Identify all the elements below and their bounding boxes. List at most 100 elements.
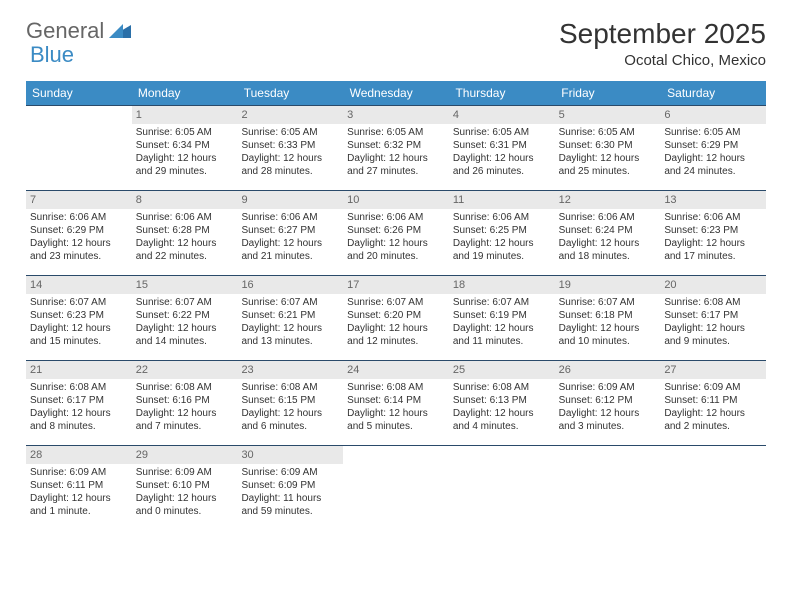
month-title: September 2025 xyxy=(559,18,766,50)
sunset-text: Sunset: 6:19 PM xyxy=(453,309,551,322)
day-cell: 1Sunrise: 6:05 AMSunset: 6:34 PMDaylight… xyxy=(132,106,238,190)
day-content: Sunrise: 6:05 AMSunset: 6:31 PMDaylight:… xyxy=(449,124,555,182)
sunrise-text: Sunrise: 6:08 AM xyxy=(136,381,234,394)
sunset-text: Sunset: 6:14 PM xyxy=(347,394,445,407)
weekday-header: Thursday xyxy=(449,81,555,105)
daylight-text: Daylight: 12 hours and 5 minutes. xyxy=(347,407,445,433)
day-cell: 29Sunrise: 6:09 AMSunset: 6:10 PMDayligh… xyxy=(132,446,238,530)
day-number: 3 xyxy=(343,106,449,124)
day-number: 22 xyxy=(132,361,238,379)
daylight-text: Daylight: 12 hours and 20 minutes. xyxy=(347,237,445,263)
sunrise-text: Sunrise: 6:05 AM xyxy=(241,126,339,139)
day-cell: 3Sunrise: 6:05 AMSunset: 6:32 PMDaylight… xyxy=(343,106,449,190)
day-number: 4 xyxy=(449,106,555,124)
day-cell: 10Sunrise: 6:06 AMSunset: 6:26 PMDayligh… xyxy=(343,191,449,275)
day-content: Sunrise: 6:08 AMSunset: 6:13 PMDaylight:… xyxy=(449,379,555,437)
day-content: Sunrise: 6:07 AMSunset: 6:23 PMDaylight:… xyxy=(26,294,132,352)
sunset-text: Sunset: 6:17 PM xyxy=(30,394,128,407)
header: General September 2025 Ocotal Chico, Mex… xyxy=(26,18,766,69)
day-cell: 6 Sunrise: 6:05 AMSunset: 6:29 PMDaylight… xyxy=(660,106,766,190)
day-content: Sunrise: 6:08 AMSunset: 6:14 PMDaylight:… xyxy=(343,379,449,437)
weeks-container: 1Sunrise: 6:05 AMSunset: 6:34 PMDaylight… xyxy=(26,105,766,530)
daylight-text: Daylight: 12 hours and 24 minutes. xyxy=(664,152,762,178)
day-cell: 11Sunrise: 6:06 AMSunset: 6:25 PMDayligh… xyxy=(449,191,555,275)
logo-text-1: General xyxy=(26,18,104,44)
sunset-text: Sunset: 6:22 PM xyxy=(136,309,234,322)
daylight-text: Daylight: 12 hours and 12 minutes. xyxy=(347,322,445,348)
day-content: Sunrise: 6:07 AMSunset: 6:19 PMDaylight:… xyxy=(449,294,555,352)
sunset-text: Sunset: 6:18 PM xyxy=(559,309,657,322)
sunrise-text: Sunrise: 6:08 AM xyxy=(664,296,762,309)
daylight-text: Daylight: 12 hours and 2 minutes. xyxy=(664,407,762,433)
day-number: 17 xyxy=(343,276,449,294)
sunset-text: Sunset: 6:24 PM xyxy=(559,224,657,237)
day-cell: 17Sunrise: 6:07 AMSunset: 6:20 PMDayligh… xyxy=(343,276,449,360)
daylight-text: Daylight: 12 hours and 10 minutes. xyxy=(559,322,657,348)
sunset-text: Sunset: 6:29 PM xyxy=(664,139,762,152)
day-cell: 14Sunrise: 6:07 AMSunset: 6:23 PMDayligh… xyxy=(26,276,132,360)
sunrise-text: Sunrise: 6:09 AM xyxy=(136,466,234,479)
day-number: 12 xyxy=(555,191,661,209)
day-content: Sunrise: 6:09 AMSunset: 6:11 PMDaylight:… xyxy=(660,379,766,437)
day-cell xyxy=(660,446,766,530)
day-cell: 9Sunrise: 6:06 AMSunset: 6:27 PMDaylight… xyxy=(237,191,343,275)
day-number: 11 xyxy=(449,191,555,209)
empty-day xyxy=(660,446,766,463)
logo-sub: Blue xyxy=(32,42,74,68)
sunrise-text: Sunrise: 6:06 AM xyxy=(30,211,128,224)
daylight-text: Daylight: 12 hours and 0 minutes. xyxy=(136,492,234,518)
sunset-text: Sunset: 6:20 PM xyxy=(347,309,445,322)
day-cell xyxy=(555,446,661,530)
sunrise-text: Sunrise: 6:09 AM xyxy=(30,466,128,479)
day-content: Sunrise: 6:05 AMSunset: 6:32 PMDaylight:… xyxy=(343,124,449,182)
sunrise-text: Sunrise: 6:07 AM xyxy=(241,296,339,309)
sunrise-text: Sunrise: 6:05 AM xyxy=(664,126,762,139)
day-cell xyxy=(343,446,449,530)
sunrise-text: Sunrise: 6:08 AM xyxy=(453,381,551,394)
day-number: 25 xyxy=(449,361,555,379)
sunset-text: Sunset: 6:27 PM xyxy=(241,224,339,237)
day-cell xyxy=(26,106,132,190)
sunset-text: Sunset: 6:32 PM xyxy=(347,139,445,152)
day-content: Sunrise: 6:06 AMSunset: 6:26 PMDaylight:… xyxy=(343,209,449,267)
daylight-text: Daylight: 12 hours and 6 minutes. xyxy=(241,407,339,433)
day-content: Sunrise: 6:08 AMSunset: 6:15 PMDaylight:… xyxy=(237,379,343,437)
day-content: Sunrise: 6:07 AMSunset: 6:21 PMDaylight:… xyxy=(237,294,343,352)
sunset-text: Sunset: 6:09 PM xyxy=(241,479,339,492)
daylight-text: Daylight: 11 hours and 59 minutes. xyxy=(241,492,339,518)
day-content: Sunrise: 6:08 AMSunset: 6:17 PMDaylight:… xyxy=(26,379,132,437)
sunrise-text: Sunrise: 6:08 AM xyxy=(347,381,445,394)
day-cell: 2Sunrise: 6:05 AMSunset: 6:33 PMDaylight… xyxy=(237,106,343,190)
day-number: 27 xyxy=(660,361,766,379)
day-content: Sunrise: 6:07 AMSunset: 6:18 PMDaylight:… xyxy=(555,294,661,352)
daylight-text: Daylight: 12 hours and 14 minutes. xyxy=(136,322,234,348)
sunrise-text: Sunrise: 6:07 AM xyxy=(136,296,234,309)
sunset-text: Sunset: 6:28 PM xyxy=(136,224,234,237)
sunset-text: Sunset: 6:25 PM xyxy=(453,224,551,237)
sunrise-text: Sunrise: 6:05 AM xyxy=(559,126,657,139)
weekday-header-row: SundayMondayTuesdayWednesdayThursdayFrid… xyxy=(26,81,766,105)
sunrise-text: Sunrise: 6:06 AM xyxy=(241,211,339,224)
daylight-text: Daylight: 12 hours and 11 minutes. xyxy=(453,322,551,348)
daylight-text: Daylight: 12 hours and 8 minutes. xyxy=(30,407,128,433)
day-cell: 16Sunrise: 6:07 AMSunset: 6:21 PMDayligh… xyxy=(237,276,343,360)
sunset-text: Sunset: 6:16 PM xyxy=(136,394,234,407)
daylight-text: Daylight: 12 hours and 19 minutes. xyxy=(453,237,551,263)
day-cell xyxy=(449,446,555,530)
sunset-text: Sunset: 6:31 PM xyxy=(453,139,551,152)
weekday-header: Saturday xyxy=(661,81,766,105)
day-cell: 30Sunrise: 6:09 AMSunset: 6:09 PMDayligh… xyxy=(237,446,343,530)
sunrise-text: Sunrise: 6:07 AM xyxy=(30,296,128,309)
sunrise-text: Sunrise: 6:09 AM xyxy=(664,381,762,394)
day-number: 14 xyxy=(26,276,132,294)
day-number: 2 xyxy=(237,106,343,124)
day-content: Sunrise: 6:06 AMSunset: 6:27 PMDaylight:… xyxy=(237,209,343,267)
weekday-header: Wednesday xyxy=(344,81,450,105)
day-number: 6 xyxy=(660,106,766,124)
location: Ocotal Chico, Mexico xyxy=(559,52,766,69)
sunset-text: Sunset: 6:15 PM xyxy=(241,394,339,407)
sunset-text: Sunset: 6:13 PM xyxy=(453,394,551,407)
sunset-text: Sunset: 6:17 PM xyxy=(664,309,762,322)
day-content: Sunrise: 6:06 AMSunset: 6:23 PMDaylight:… xyxy=(660,209,766,267)
sunset-text: Sunset: 6:30 PM xyxy=(559,139,657,152)
